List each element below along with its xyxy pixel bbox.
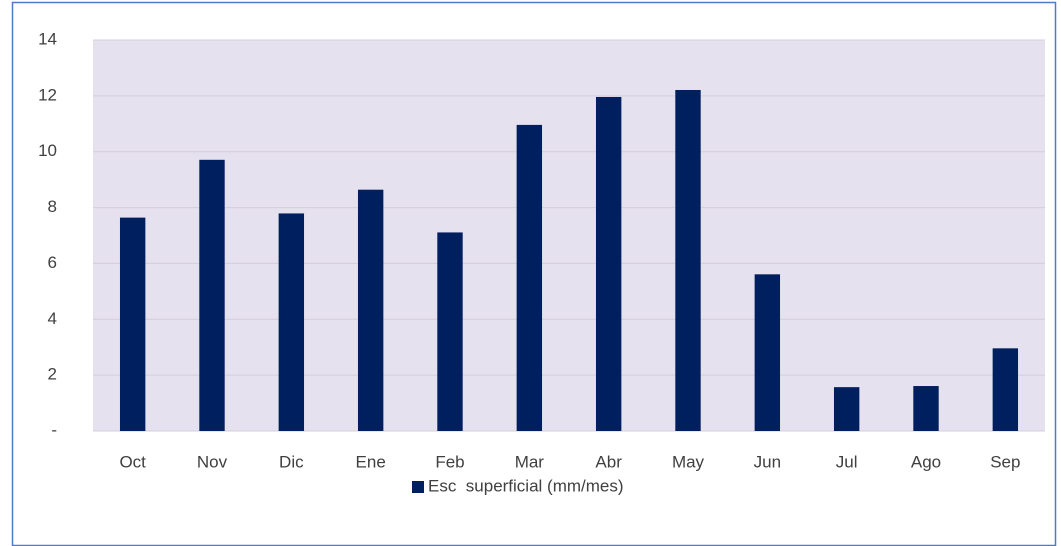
- x-tick-label: Dic: [279, 452, 304, 471]
- bar: [754, 274, 781, 431]
- y-tick-label: 6: [48, 253, 57, 272]
- plot-area: [93, 40, 1045, 431]
- y-tick-label: 4: [48, 309, 57, 328]
- x-tick-label: Jul: [836, 452, 858, 471]
- bar: [992, 348, 1019, 431]
- x-tick-label: Jun: [754, 452, 781, 471]
- y-tick-label: -: [51, 420, 57, 439]
- x-tick-label: Sep: [990, 452, 1020, 471]
- bar: [278, 213, 305, 431]
- x-tick-label: Abr: [595, 452, 622, 471]
- bar: [437, 232, 463, 431]
- bar: [357, 189, 384, 431]
- x-tick-label: Mar: [515, 452, 545, 471]
- x-tick-label: Ene: [356, 452, 386, 471]
- x-tick-label: May: [672, 452, 705, 471]
- bar: [913, 386, 939, 431]
- y-tick-label: 8: [48, 197, 57, 216]
- legend-swatch: [412, 481, 424, 493]
- y-tick-label: 12: [38, 85, 57, 104]
- y-tick-label: 2: [48, 365, 57, 384]
- legend-label: Esc superficial (mm/mes): [428, 476, 624, 495]
- x-tick-label: Ago: [911, 452, 941, 471]
- x-tick-label: Nov: [197, 452, 228, 471]
- bar: [199, 159, 225, 431]
- x-tick-label: Oct: [119, 452, 146, 471]
- x-tick-label: Feb: [435, 452, 464, 471]
- bar: [833, 387, 860, 431]
- bar: [516, 124, 543, 431]
- bar: [595, 96, 622, 431]
- bar: [119, 217, 146, 431]
- y-tick-label: 14: [38, 29, 57, 48]
- bar: [675, 89, 701, 432]
- y-tick-label: 10: [38, 141, 57, 160]
